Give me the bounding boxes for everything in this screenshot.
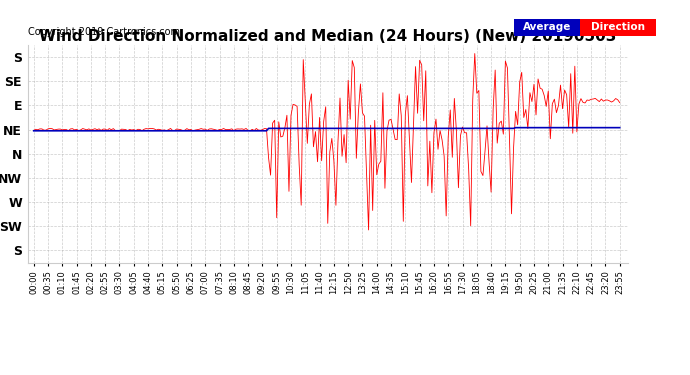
Text: Direction: Direction bbox=[591, 22, 644, 32]
Text: Copyright 2019 Cartronics.com: Copyright 2019 Cartronics.com bbox=[28, 27, 179, 38]
Text: Average: Average bbox=[522, 22, 571, 32]
Title: Wind Direction Normalized and Median (24 Hours) (New) 20190503: Wind Direction Normalized and Median (24… bbox=[39, 29, 616, 44]
